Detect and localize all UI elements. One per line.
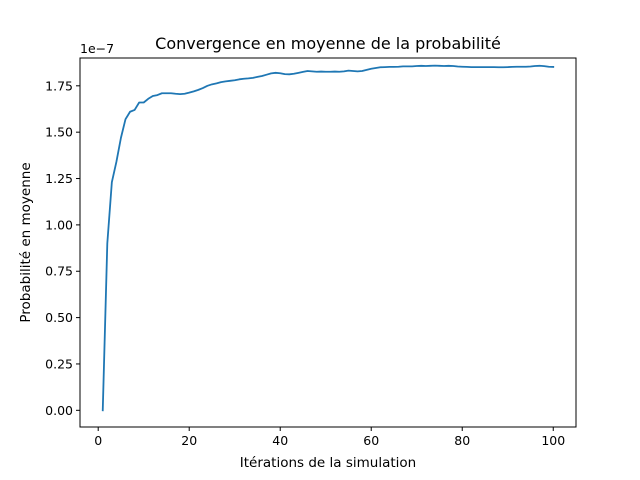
x-axis-label: Itérations de la simulation (240, 455, 416, 471)
x-tick-label: 0 (94, 433, 102, 448)
x-tick-label: 20 (181, 433, 197, 448)
y-tick-label: 1.75 (45, 78, 73, 93)
series-line (101, 64, 555, 412)
y-tick-label: 0.00 (45, 403, 73, 418)
x-tick-label: 40 (272, 433, 288, 448)
axis-ticks: 0 20 40 60 80 100 0.00 0.25 0.50 0.75 1.00 1.25 1.50… (45, 78, 565, 448)
axes-frame (79, 57, 577, 428)
y-tick-label: 1.25 (45, 171, 73, 186)
y-tick-label: 0.50 (45, 310, 73, 325)
x-tick-label: 80 (454, 433, 470, 448)
y-tick-label: 1.50 (45, 125, 73, 140)
y-tick-label: 0.75 (45, 264, 73, 279)
y-axis-offset-label: 1e−7 (80, 41, 114, 56)
y-axis-label: Probabilité en moyenne (18, 162, 34, 322)
x-tick-label: 60 (363, 433, 379, 448)
x-tick-label: 100 (541, 433, 565, 448)
y-tick-label: 0.25 (45, 356, 73, 371)
chart-title: Convergence en moyenne de la probabilité (155, 34, 501, 53)
y-tick-label: 1.00 (45, 217, 73, 232)
plot-area (101, 64, 555, 412)
